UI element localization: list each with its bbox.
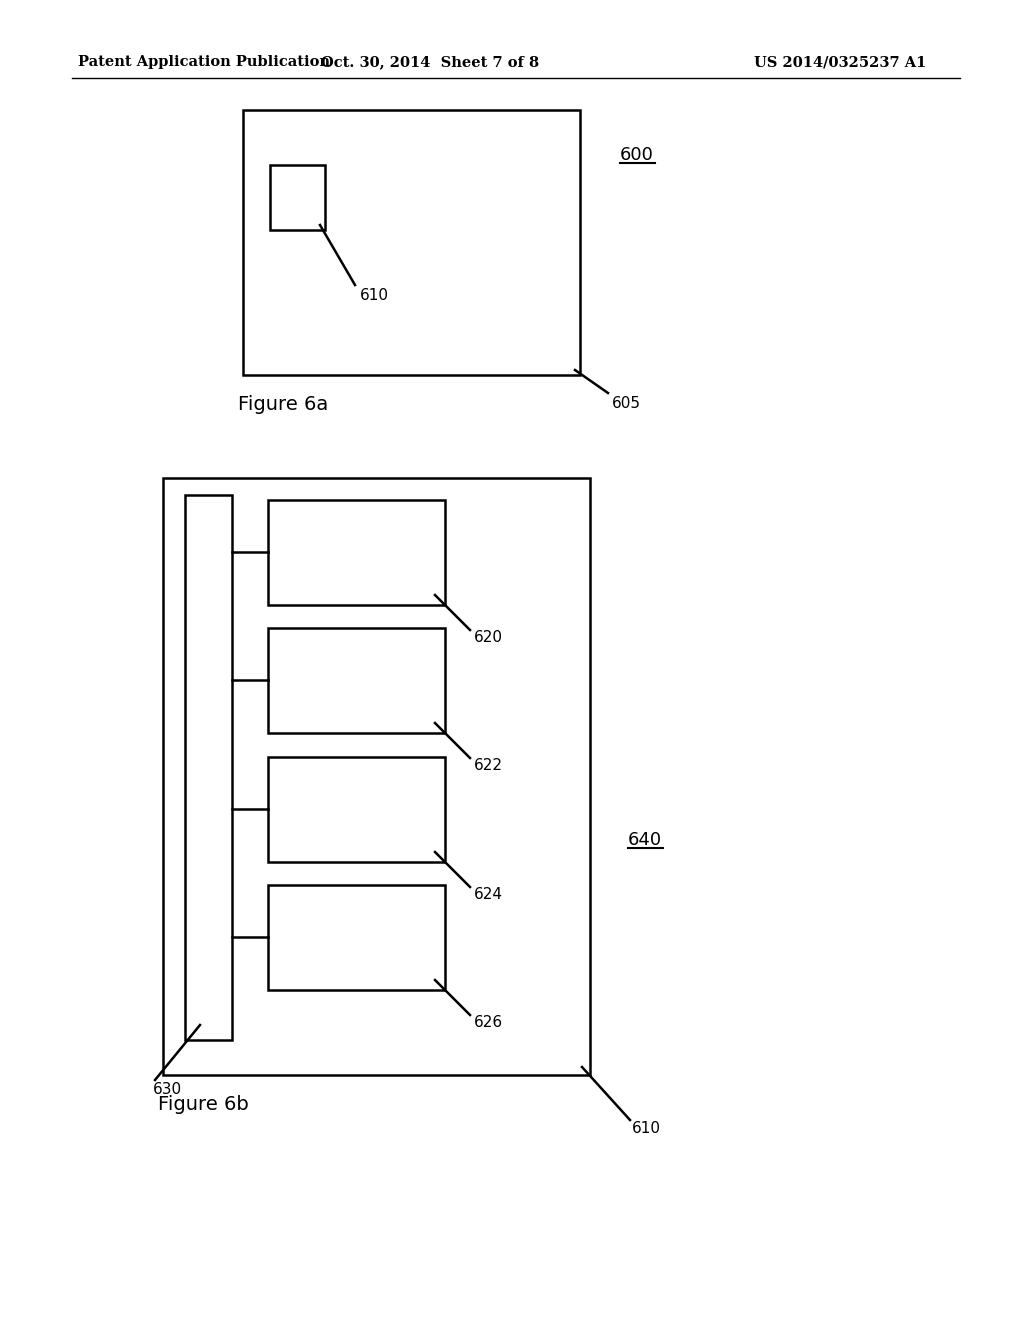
Text: US 2014/0325237 A1: US 2014/0325237 A1 [754, 55, 926, 69]
Text: Figure 6b: Figure 6b [158, 1096, 249, 1114]
Text: 622: 622 [474, 758, 503, 774]
Bar [268, 884, 445, 990]
Text: 600: 600 [620, 147, 654, 164]
Bar [268, 756, 445, 862]
Text: Oct. 30, 2014  Sheet 7 of 8: Oct. 30, 2014 Sheet 7 of 8 [321, 55, 539, 69]
Text: Figure 6a: Figure 6a [238, 395, 329, 414]
Bar [163, 478, 590, 1074]
Text: 610: 610 [632, 1121, 662, 1137]
Bar [270, 165, 325, 230]
Text: Patent Application Publication: Patent Application Publication [78, 55, 330, 69]
Text: 626: 626 [474, 1015, 503, 1030]
Text: 624: 624 [474, 887, 503, 902]
Bar [268, 500, 445, 605]
Text: 605: 605 [612, 396, 641, 411]
Text: 630: 630 [153, 1082, 182, 1097]
Text: 620: 620 [474, 630, 503, 645]
Text: 640: 640 [628, 832, 663, 849]
Text: 610: 610 [360, 288, 389, 304]
Bar [268, 628, 445, 733]
Bar [243, 110, 580, 375]
Bar [185, 495, 232, 1040]
